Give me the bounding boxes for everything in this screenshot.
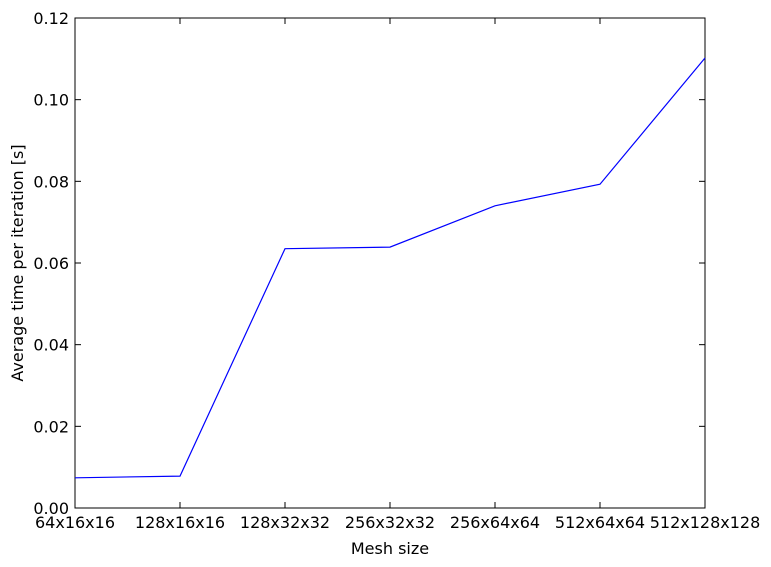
plot-area: 64x16x16 128x16x16 128x32x32 256x32x32 256x6… [33, 9, 760, 532]
y-tick-label: 0.06 [33, 254, 69, 273]
x-tick-label: 512x64x64 [555, 513, 645, 532]
y-tick-label: 0.02 [33, 417, 69, 436]
y-axis-label: Average time per iteration [s] [8, 144, 27, 381]
tick-labels: 64x16x16 128x16x16 128x32x32 256x32x32 256x6… [33, 9, 760, 532]
x-tick-label: 64x16x16 [35, 513, 115, 532]
series-group [74, 57, 706, 479]
y-tick-label: 0.04 [33, 336, 69, 355]
x-tick-label: 128x32x32 [240, 513, 330, 532]
y-tick-label: 0.10 [33, 91, 69, 110]
axis-ticks [74, 17, 706, 509]
y-tick-label: 0.12 [33, 9, 69, 28]
y-tick-label: 0.00 [33, 499, 69, 518]
x-tick-label: 512x128x128 [650, 513, 761, 532]
x-tick-label: 256x32x32 [345, 513, 435, 532]
x-axis-label: Mesh size [351, 539, 429, 558]
x-tick-label: 256x64x64 [450, 513, 540, 532]
plot-frame [74, 17, 706, 509]
series-line [74, 57, 706, 479]
y-tick-label: 0.08 [33, 172, 69, 191]
x-tick-label: 128x16x16 [135, 513, 225, 532]
